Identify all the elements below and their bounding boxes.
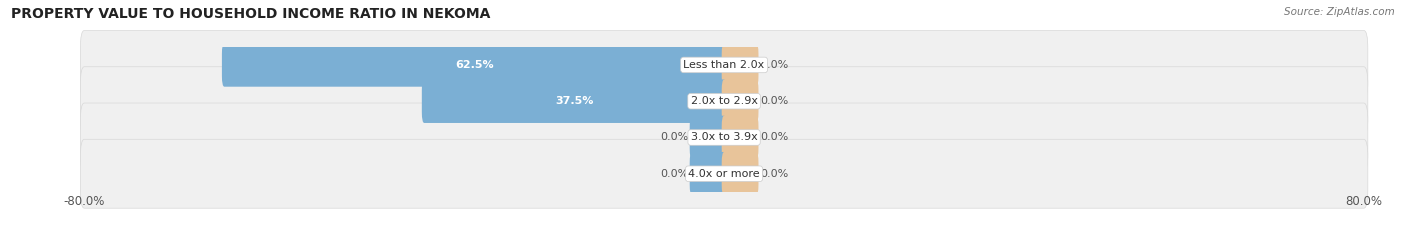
Text: 3.0x to 3.9x: 3.0x to 3.9x bbox=[690, 132, 758, 143]
FancyBboxPatch shape bbox=[721, 80, 758, 123]
FancyBboxPatch shape bbox=[80, 139, 1368, 208]
FancyBboxPatch shape bbox=[721, 152, 758, 196]
Text: 0.0%: 0.0% bbox=[761, 60, 789, 70]
FancyBboxPatch shape bbox=[690, 152, 727, 196]
FancyBboxPatch shape bbox=[222, 43, 727, 87]
Text: Less than 2.0x: Less than 2.0x bbox=[683, 60, 765, 70]
Text: 0.0%: 0.0% bbox=[659, 132, 688, 143]
Text: Source: ZipAtlas.com: Source: ZipAtlas.com bbox=[1284, 7, 1395, 17]
Text: 0.0%: 0.0% bbox=[659, 169, 688, 179]
Text: 0.0%: 0.0% bbox=[761, 132, 789, 143]
FancyBboxPatch shape bbox=[80, 30, 1368, 99]
Text: PROPERTY VALUE TO HOUSEHOLD INCOME RATIO IN NEKOMA: PROPERTY VALUE TO HOUSEHOLD INCOME RATIO… bbox=[11, 7, 491, 21]
FancyBboxPatch shape bbox=[80, 67, 1368, 136]
FancyBboxPatch shape bbox=[80, 103, 1368, 172]
FancyBboxPatch shape bbox=[690, 116, 727, 159]
Text: 4.0x or more: 4.0x or more bbox=[689, 169, 759, 179]
Text: 0.0%: 0.0% bbox=[761, 96, 789, 106]
FancyBboxPatch shape bbox=[721, 116, 758, 159]
FancyBboxPatch shape bbox=[422, 80, 727, 123]
Text: 62.5%: 62.5% bbox=[456, 60, 494, 70]
Text: 0.0%: 0.0% bbox=[761, 169, 789, 179]
FancyBboxPatch shape bbox=[721, 43, 758, 87]
Text: 37.5%: 37.5% bbox=[555, 96, 593, 106]
Text: 2.0x to 2.9x: 2.0x to 2.9x bbox=[690, 96, 758, 106]
